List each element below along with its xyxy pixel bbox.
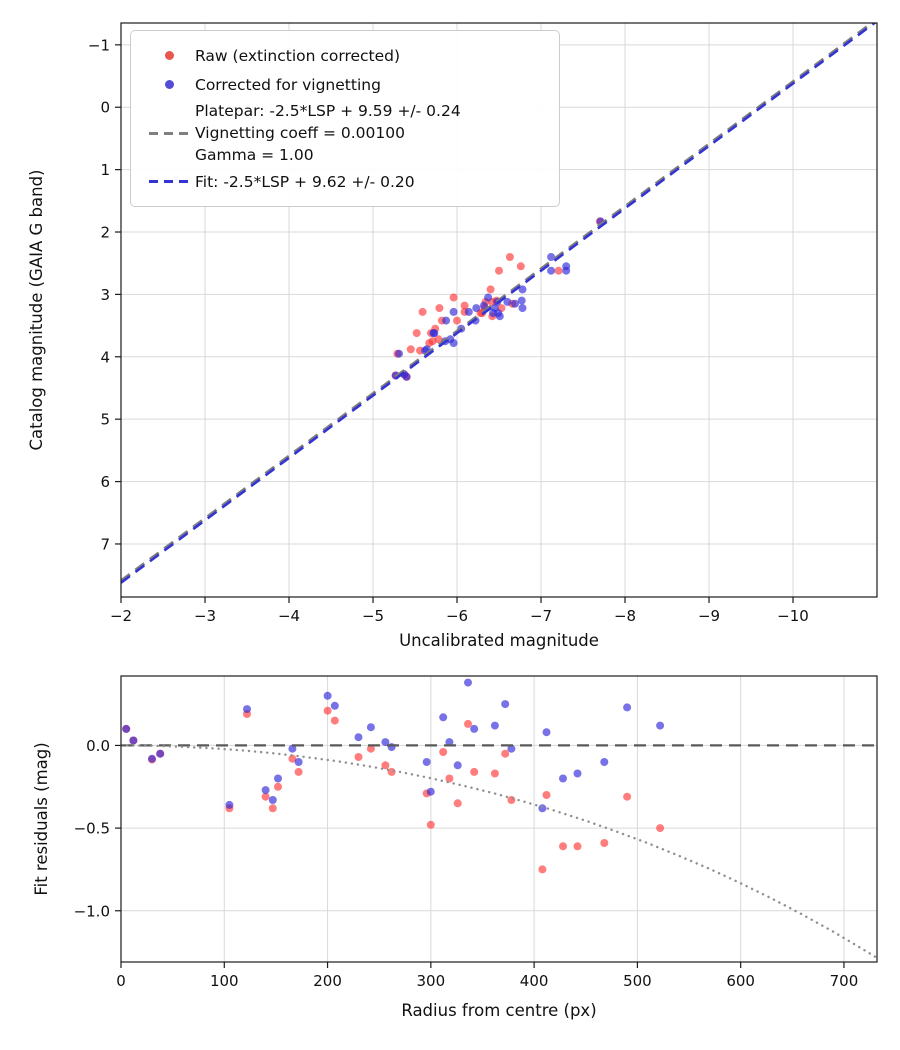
svg-text:3: 3: [100, 286, 110, 304]
svg-text:−5: −5: [362, 607, 384, 625]
legend-corrected-label: Corrected for vignetting: [195, 75, 381, 94]
svg-text:−7: −7: [530, 607, 552, 625]
corrected-scatter-marker-icon: [164, 80, 174, 89]
svg-text:600: 600: [726, 972, 755, 990]
bottom-xaxis-label: Radius from centre (px): [401, 1001, 596, 1020]
svg-text:0: 0: [100, 99, 110, 117]
svg-text:200: 200: [313, 972, 342, 990]
legend-row-raw: Raw (extinction corrected): [143, 42, 547, 69]
legend-row-platepar: Platepar: -2.5*LSP + 9.59 +/- 0.24 Vigne…: [143, 100, 547, 166]
legend: Raw (extinction corrected) Corrected for…: [130, 30, 560, 207]
legend-row-fit: Fit: -2.5*LSP + 9.62 +/- 0.20: [143, 168, 547, 195]
top-xaxis-label: Uncalibrated magnitude: [399, 631, 599, 650]
svg-text:5: 5: [100, 411, 110, 429]
svg-text:−3: −3: [194, 607, 216, 625]
legend-platepar-line1: Platepar: -2.5*LSP + 9.59 +/- 0.24: [195, 102, 461, 120]
svg-text:6: 6: [100, 473, 110, 491]
svg-text:4: 4: [100, 348, 110, 366]
svg-text:−6: −6: [446, 607, 468, 625]
raw-scatter-marker-icon: [164, 51, 174, 60]
svg-text:300: 300: [417, 972, 446, 990]
svg-text:400: 400: [520, 972, 549, 990]
legend-platepar-line3: Gamma = 1.00: [195, 146, 314, 164]
svg-text:1: 1: [100, 161, 110, 179]
fit-dashed-line-icon: [149, 180, 189, 183]
bottom-chart-layer: 0 100 200 300 400 500 600 700 0.0 −0.5 −1.0: [74, 675, 878, 990]
svg-text:0: 0: [116, 972, 126, 990]
legend-platepar-line2: Vignetting coeff = 0.00100: [195, 124, 405, 142]
top-yaxis-label: Catalog magnitude (GAIA G band): [27, 170, 46, 451]
svg-text:−4: −4: [278, 607, 300, 625]
legend-raw-label: Raw (extinction corrected): [195, 46, 401, 65]
svg-text:−1.0: −1.0: [74, 902, 110, 920]
legend-row-corrected: Corrected for vignetting: [143, 71, 547, 98]
svg-text:700: 700: [830, 972, 859, 990]
svg-text:7: 7: [100, 535, 110, 553]
svg-text:−8: −8: [614, 607, 636, 625]
svg-text:−2: −2: [110, 607, 132, 625]
svg-text:−10: −10: [777, 607, 809, 625]
svg-text:500: 500: [623, 972, 652, 990]
svg-text:2: 2: [100, 224, 110, 242]
svg-text:0.0: 0.0: [86, 737, 110, 755]
svg-text:−1: −1: [88, 36, 110, 54]
svg-text:100: 100: [210, 972, 239, 990]
bottom-yaxis-label: Fit residuals (mag): [32, 742, 51, 895]
legend-fit-label: Fit: -2.5*LSP + 9.62 +/- 0.20: [195, 172, 415, 191]
svg-text:−0.5: −0.5: [74, 820, 110, 838]
platepar-dashed-line-icon: [149, 131, 189, 135]
svg-text:−9: −9: [698, 607, 720, 625]
